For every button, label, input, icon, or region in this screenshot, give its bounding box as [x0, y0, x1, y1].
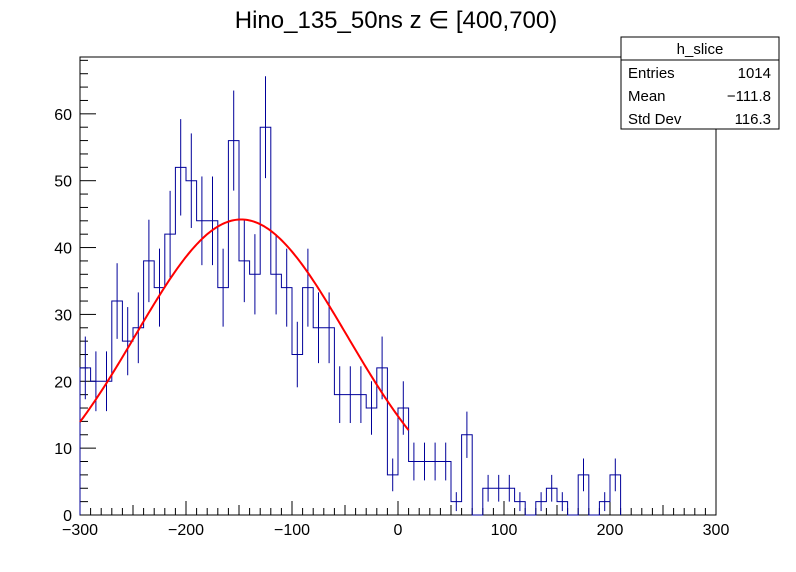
y-tick-label: 20: [54, 374, 72, 391]
x-tick-label: 100: [491, 522, 518, 539]
stats-box-title: h_slice: [677, 41, 724, 58]
stats-mean-value: −111.8: [727, 88, 771, 105]
stats-box-frame: [620, 36, 780, 130]
x-tick-label: −200: [168, 522, 204, 539]
stats-mean-label: Mean: [628, 88, 666, 105]
stats-entries-value: 1014: [738, 65, 771, 82]
x-tick-label: −300: [62, 522, 98, 539]
y-tick-label: 50: [54, 174, 72, 191]
y-tick-label: 0: [63, 508, 72, 525]
x-tick-label: 300: [703, 522, 730, 539]
error-bars: [84, 76, 616, 512]
fit-curve-series: [79, 218, 410, 431]
y-tick-label: 40: [54, 241, 72, 258]
x-tick-label: 200: [597, 522, 624, 539]
fit-curve: [79, 218, 410, 431]
stats-box: h_slice Entries 1014 Mean −111.8 Std Dev…: [620, 36, 780, 130]
y-tick-label: 10: [54, 441, 72, 458]
stats-stddev-value: 116.3: [735, 111, 771, 128]
y-tick-label: 30: [54, 307, 72, 324]
chart-title: Hino_135_50ns z ∈ [400,700): [235, 7, 557, 34]
x-tick-label: 0: [394, 522, 403, 539]
stats-stddev-label: Std Dev: [628, 111, 682, 128]
y-axis: 0 10 20 30 40 50 60: [54, 59, 96, 525]
stats-entries-label: Entries: [628, 65, 675, 82]
x-tick-label: −100: [274, 522, 310, 539]
y-tick-label: 60: [54, 107, 72, 124]
